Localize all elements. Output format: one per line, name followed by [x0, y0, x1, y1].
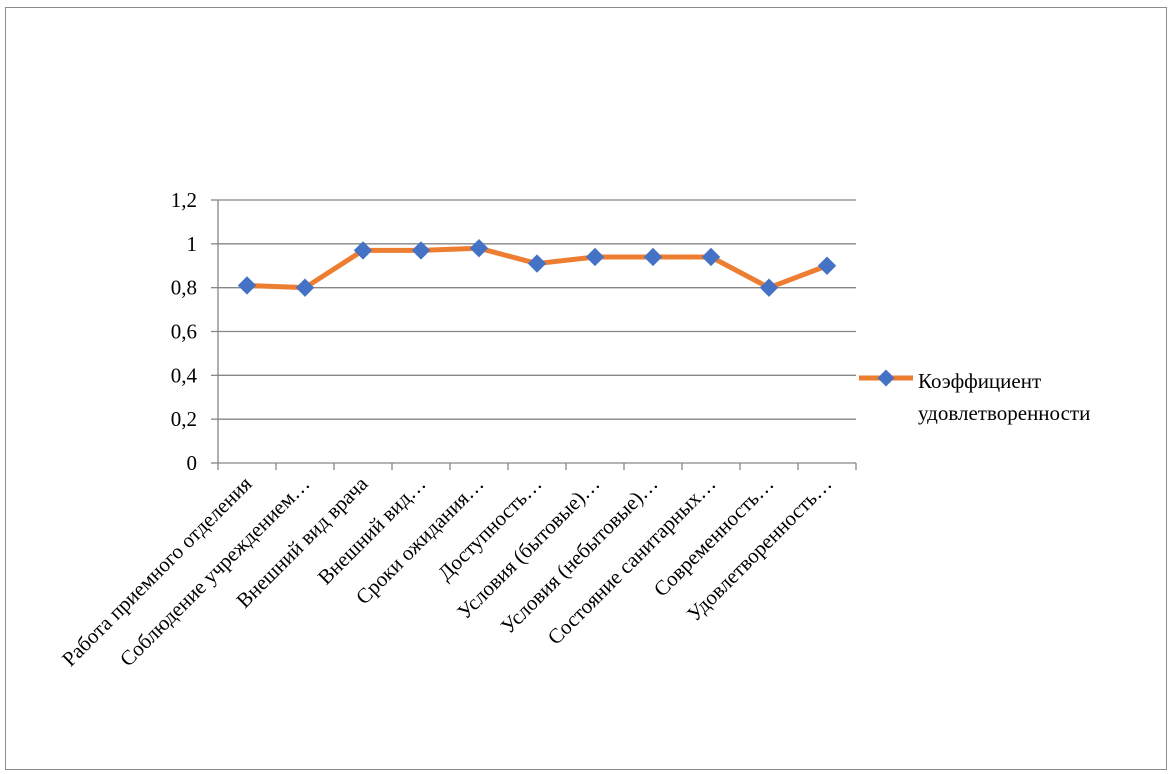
y-tick-label: 0,6: [171, 320, 197, 344]
data-point-marker: [701, 247, 721, 267]
data-point-marker: [759, 278, 779, 297]
data-point-marker: [411, 241, 431, 260]
data-point-marker: [237, 276, 257, 295]
data-point-marker: [585, 247, 605, 267]
data-point-marker: [527, 254, 547, 273]
y-tick-label: 1: [187, 232, 198, 256]
legend: Коэффициент удовлетворенности: [859, 369, 1090, 425]
y-tick-label: 0,8: [171, 276, 197, 300]
legend-label-line-1: Коэффициент: [918, 369, 1041, 393]
gridlines: [211, 199, 856, 464]
y-tick-label: 0,4: [171, 363, 198, 387]
y-tick-label: 1,2: [171, 188, 197, 212]
data-point-marker: [643, 247, 663, 267]
axes: [217, 200, 857, 470]
series: [237, 239, 837, 297]
y-tick-label: 0: [187, 451, 198, 475]
data-point-marker: [817, 256, 837, 275]
legend-marker-swatch: [877, 369, 895, 387]
y-tick-labels: 0 0,2 0,4 0,6 0,8 1 1,2: [171, 188, 198, 475]
y-tick-label: 0,2: [171, 407, 197, 431]
data-point-marker: [353, 241, 373, 260]
legend-label-line-2: удовлетворенности: [918, 401, 1090, 425]
chart-frame: [5, 7, 1167, 770]
data-point-marker: [295, 278, 315, 297]
data-point-marker: [469, 239, 489, 258]
